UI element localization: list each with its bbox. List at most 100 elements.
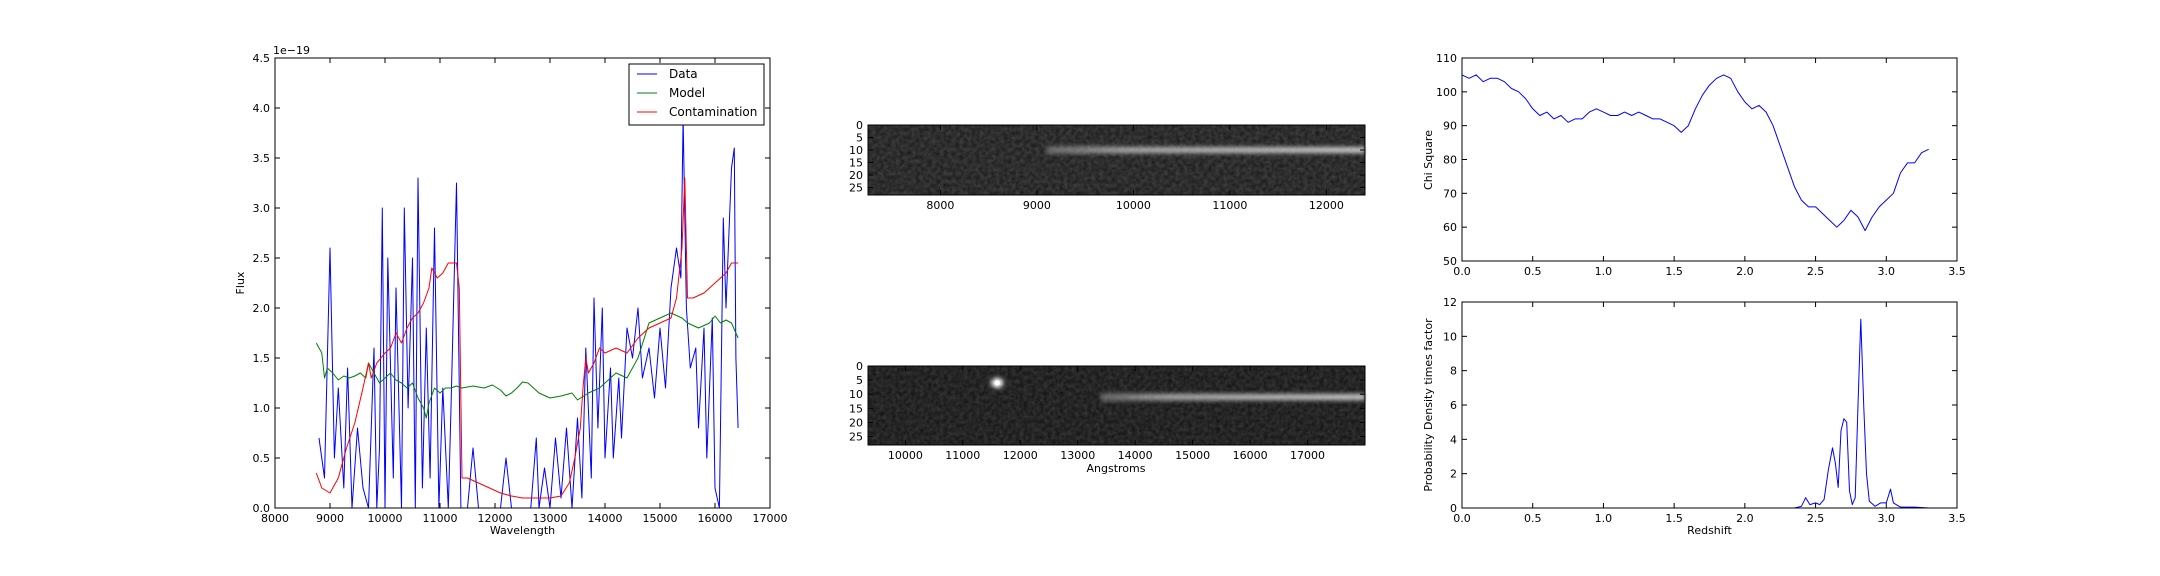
y-tick-label: 4.5 <box>253 52 271 65</box>
legend-label-data: Data <box>669 67 698 81</box>
y-tick-label: 0 <box>1450 502 1457 515</box>
y-tick-label: 15 <box>849 157 863 170</box>
x-tick-label: 1.0 <box>1595 265 1613 278</box>
x-tick-label: 11000 <box>423 512 458 525</box>
image-features <box>1046 146 1365 154</box>
x-tick-label: 1.5 <box>1665 512 1683 525</box>
spectral-trace <box>1100 395 1365 399</box>
y-tick-label: 10 <box>1443 330 1457 343</box>
x-tick-label: 17000 <box>753 512 788 525</box>
x-tick-label: 12000 <box>1003 449 1038 462</box>
y-tick-label: 1.0 <box>253 402 271 415</box>
y-tick-label: 3.0 <box>253 202 271 215</box>
x-tick-label: 2.5 <box>1807 512 1825 525</box>
x-tick-label: 15000 <box>643 512 678 525</box>
series-line-model <box>315 312 739 419</box>
bright-spot-core <box>994 380 1000 386</box>
y-tick-label: 110 <box>1436 52 1457 65</box>
image-noise <box>868 125 1365 195</box>
y-tick-label: 20 <box>849 416 863 429</box>
series-line-0 <box>1462 318 1929 508</box>
y-tick-label: 25 <box>849 182 863 195</box>
x-tick-label: 3.5 <box>1948 512 1966 525</box>
series-line-0 <box>1462 74 1929 232</box>
x-tick-label: 9000 <box>1023 199 1051 212</box>
x-tick-label: 13000 <box>1060 449 1095 462</box>
x-tick-label: 2.0 <box>1736 265 1754 278</box>
y-tick-label: 20 <box>849 169 863 182</box>
y-tick-label: 60 <box>1443 221 1457 234</box>
spectrum-plot: 8000 9000 10000 11000 12000 13000 14000 15000 16… <box>234 44 788 537</box>
spectrum-ticks: 8000 9000 10000 11000 12000 13000 14000 15000 16… <box>253 52 788 525</box>
y-tick-label: 15 <box>849 402 863 415</box>
x-axis-label: Redshift <box>1687 524 1732 537</box>
y-tick-label: 1.5 <box>253 352 271 365</box>
x-tick-label: 14000 <box>588 512 623 525</box>
legend-label-contamination: Contamination <box>669 105 757 119</box>
x-tick-label: 8000 <box>926 199 954 212</box>
prob-ticks: 0.0 0.5 1.0 1.5 2.0 2.5 3.0 3.5 0 2 4 6 8 10 12 <box>1443 296 1966 525</box>
spectrum-lines <box>315 117 739 508</box>
x-tick-label: 10000 <box>368 512 403 525</box>
y-axis-label: Probability Density times factor <box>1422 318 1435 492</box>
y-tick-label: 70 <box>1443 187 1457 200</box>
legend: Data Model Contamination <box>628 63 765 126</box>
y-tick-label: 8 <box>1450 365 1457 378</box>
y-tick-label: 5 <box>856 132 863 145</box>
y-tick-label: 25 <box>849 431 863 444</box>
x-tick-label: 13000 <box>533 512 568 525</box>
x-tick-label: 0.5 <box>1524 265 1542 278</box>
x-tick-label: 0.5 <box>1524 512 1542 525</box>
x-tick-label: 15000 <box>1175 449 1210 462</box>
x-tick-label: 11000 <box>1212 199 1247 212</box>
y-tick-label: 4 <box>1450 433 1457 446</box>
x-tick-label: 8000 <box>261 512 289 525</box>
2d-spectrum-bottom: 10000 11000 12000 13000 14000 15000 16000 17000… <box>849 360 1366 475</box>
x-axis-label: Wavelength <box>490 524 555 537</box>
x-tick-label: 0.0 <box>1453 265 1471 278</box>
chi-ticks: 0.0 0.5 1.0 1.5 2.0 2.5 3.0 3.5 50 60 70 80 90 100 110 <box>1436 52 1966 278</box>
y-tick-label: 0 <box>856 360 863 373</box>
series-line-contamination <box>315 177 739 499</box>
y-tick-label: 5 <box>856 374 863 387</box>
image-noise <box>868 366 1365 445</box>
offset-text: 1e−19 <box>273 44 310 57</box>
x-tick-label: 16000 <box>1233 449 1268 462</box>
y-tick-label: 50 <box>1443 255 1457 268</box>
y-axis-label: Chi Square <box>1422 130 1435 190</box>
spectral-trace <box>1046 148 1365 152</box>
y-tick-label: 10 <box>849 144 863 157</box>
x-tick-label: 12000 <box>1309 199 1344 212</box>
y-tick-label: 80 <box>1443 154 1457 167</box>
y-tick-label: 2 <box>1450 468 1457 481</box>
x-tick-label: 11000 <box>945 449 980 462</box>
x-tick-label: 1.0 <box>1595 512 1613 525</box>
y-tick-label: 3.5 <box>253 152 271 165</box>
x-tick-label: 12000 <box>478 512 513 525</box>
x-tick-label: 14000 <box>1118 449 1153 462</box>
x-tick-label: 3.0 <box>1878 512 1896 525</box>
x-tick-label: 10000 <box>1116 199 1151 212</box>
x-tick-label: 10000 <box>888 449 923 462</box>
y-tick-label: 100 <box>1436 86 1457 99</box>
x-tick-label: 2.0 <box>1736 512 1754 525</box>
y-tick-label: 0.0 <box>253 502 271 515</box>
y-tick-label: 10 <box>849 388 863 401</box>
y-tick-label: 90 <box>1443 120 1457 133</box>
x-axis-label: Angstroms <box>1087 462 1146 475</box>
x-tick-label: 0.0 <box>1453 512 1471 525</box>
x-tick-label: 16000 <box>698 512 733 525</box>
legend-label-model: Model <box>669 86 705 100</box>
x-tick-label: 17000 <box>1290 449 1325 462</box>
image-ticks-bottom: 10000 11000 12000 13000 14000 15000 16000 17000… <box>849 360 1365 462</box>
probability-density-plot: 0.0 0.5 1.0 1.5 2.0 2.5 3.0 3.5 0 2 4 6 8 10 12 Redshi… <box>1422 296 1966 537</box>
x-tick-label: 2.5 <box>1807 265 1825 278</box>
image-features <box>991 377 1365 402</box>
x-tick-label: 3.5 <box>1948 265 1966 278</box>
y-tick-label: 12 <box>1443 296 1457 309</box>
y-axis-label: Flux <box>234 271 247 294</box>
chi-square-plot: 0.0 0.5 1.0 1.5 2.0 2.5 3.0 3.5 50 60 70 80 90 100 110… <box>1422 52 1966 278</box>
